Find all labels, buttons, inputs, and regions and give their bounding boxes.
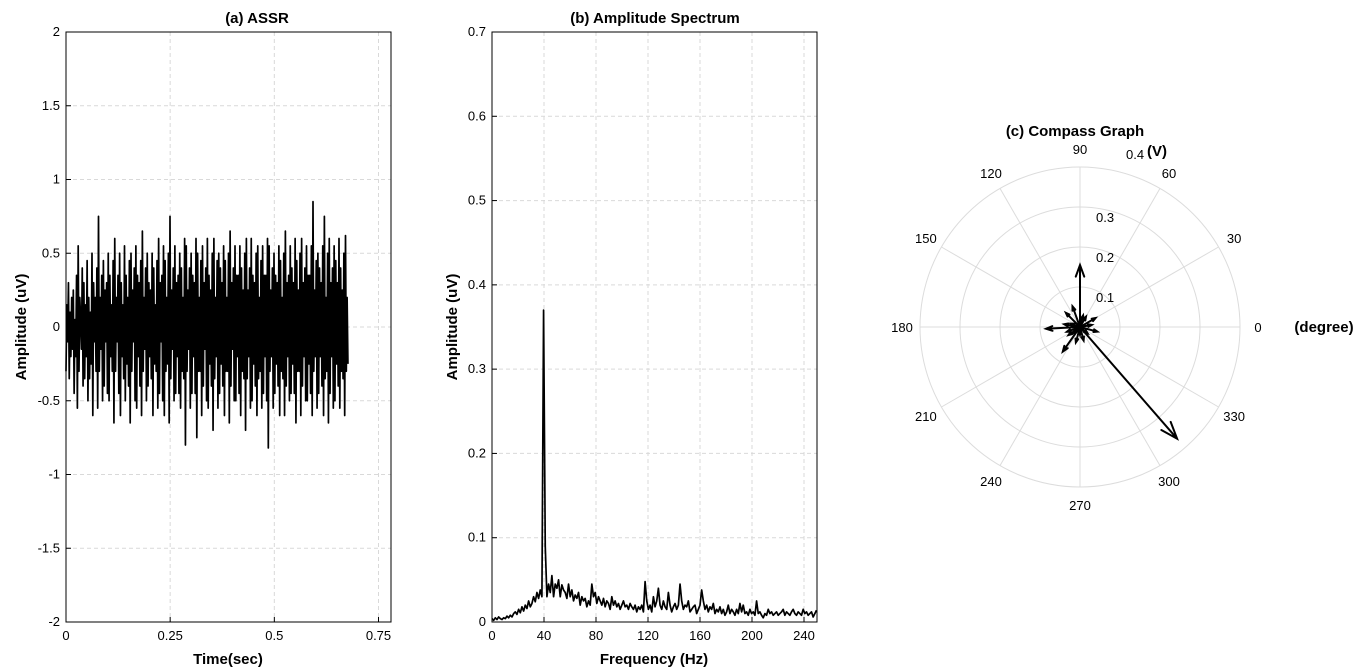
x-tick-label: 80 — [589, 628, 603, 643]
x-tick-label: 240 — [793, 628, 815, 643]
y-tick-label: 0.2 — [468, 445, 486, 460]
angle-tick-label: 240 — [980, 474, 1002, 489]
panel-a-ylabel: Amplitude (uV) — [13, 274, 30, 381]
compass-vector-arrow — [1077, 326, 1083, 338]
angle-tick-label: 90 — [1073, 142, 1087, 157]
radial-tick-label: 0.1 — [1096, 290, 1114, 305]
y-tick-label: 0 — [53, 319, 60, 334]
angle-tick-label: 300 — [1158, 474, 1180, 489]
panel-a-title: (a) ASSR — [225, 10, 289, 27]
angle-spoke — [999, 188, 1081, 328]
y-tick-label: -2 — [48, 614, 60, 629]
panel-b-xlabel: Frequency (Hz) — [600, 651, 708, 668]
panel-c-tick-labels: 0.1 0.2 0.3 0.4 0 30 60 90 120 150 180 210 240 270 300… — [891, 142, 1261, 513]
x-tick-label: 0.5 — [265, 628, 283, 643]
x-tick-label: 40 — [537, 628, 551, 643]
panel-c-title: (c) Compass Graph — [1006, 123, 1144, 140]
panel-c-compass-graph: (c) Compass Graph (V) (degree) 0.1 0.2 0.3… — [891, 123, 1353, 513]
compass-vector-arrow — [1071, 303, 1081, 328]
angle-tick-label: 180 — [891, 320, 913, 335]
panel-b-ticks: 0 40 80 120 160 200 240 0 0.1 0.2 0.3 0.4 0.5 0.6 0.7 — [468, 24, 815, 643]
angle-spoke — [941, 246, 1081, 328]
radial-tick-label: 0.3 — [1096, 210, 1114, 225]
angle-spoke — [1079, 188, 1161, 328]
y-tick-label: 1 — [53, 172, 60, 187]
y-tick-label: -1.5 — [38, 540, 60, 555]
angle-tick-label: 210 — [915, 409, 937, 424]
panel-a-signal-line — [65, 200, 349, 449]
x-tick-label: 0 — [62, 628, 69, 643]
panel-b-axes-frame — [491, 31, 818, 623]
angle-spoke — [1079, 246, 1219, 328]
angle-tick-label: 0 — [1254, 320, 1261, 335]
angle-spoke — [1079, 326, 1161, 466]
compass-vector-arrow — [1061, 322, 1081, 328]
y-tick-label: 0.6 — [468, 108, 486, 123]
y-tick-label: 0.7 — [468, 24, 486, 39]
panel-b-grid — [492, 32, 817, 622]
compass-vector-arrow — [1079, 326, 1101, 334]
x-tick-label: 0 — [488, 628, 495, 643]
y-tick-label: 0.3 — [468, 361, 486, 376]
angle-tick-label: 270 — [1069, 498, 1091, 513]
radial-tick-label: 0.4 — [1126, 147, 1144, 162]
panel-c-polar-grid — [919, 166, 1241, 488]
y-tick-label: 0.1 — [468, 530, 486, 545]
panel-b-spectrum-line — [491, 309, 818, 622]
compass-vector-arrow — [1043, 325, 1081, 332]
angle-tick-label: 60 — [1162, 166, 1176, 181]
compass-vector-arrow — [1079, 323, 1095, 328]
panel-a-assr: (a) ASSR 0 0.25 0.5 0.75 -2 -1.5 -1 -0.5 0 0.5 1 1.… — [13, 10, 392, 668]
y-tick-label: -0.5 — [38, 393, 60, 408]
x-tick-label: 120 — [637, 628, 659, 643]
panel-b-title: (b) Amplitude Spectrum — [570, 10, 739, 27]
x-tick-label: 0.25 — [158, 628, 183, 643]
angle-tick-label: 150 — [915, 231, 937, 246]
compass-vector-arrow — [1074, 262, 1086, 328]
y-tick-label: -1 — [48, 467, 60, 482]
x-tick-label: 200 — [741, 628, 763, 643]
compass-vector-arrow — [1079, 312, 1085, 328]
x-tick-label: 160 — [689, 628, 711, 643]
panel-c-angle-unit: (degree) — [1294, 319, 1353, 336]
y-tick-label: 2 — [53, 24, 60, 39]
compass-vector-arrow — [1079, 326, 1090, 336]
angle-tick-label: 120 — [980, 166, 1002, 181]
panel-b-ylabel: Amplitude (uV) — [444, 274, 461, 381]
panel-a-xlabel: Time(sec) — [193, 651, 263, 668]
panel-c-vectors — [1043, 262, 1180, 441]
compass-vector-arrow — [1063, 310, 1081, 328]
y-tick-label: 0.4 — [468, 277, 486, 292]
y-tick-label: 1.5 — [42, 98, 60, 113]
angle-spoke — [999, 326, 1081, 466]
compass-vector-arrow — [1066, 326, 1081, 337]
angle-tick-label: 30 — [1227, 231, 1241, 246]
x-tick-label: 0.75 — [366, 628, 391, 643]
y-tick-label: 0.5 — [468, 193, 486, 208]
y-tick-label: 0 — [479, 614, 486, 629]
panel-a-axes-frame — [65, 31, 392, 623]
compass-vector-arrow — [1079, 326, 1180, 441]
panel-c-radial-unit: (V) — [1147, 143, 1167, 160]
y-tick-label: 0.5 — [42, 245, 60, 260]
panel-b-amplitude-spectrum: (b) Amplitude Spectrum 0 40 80 120 160 200 240… — [444, 10, 818, 668]
angle-spoke — [1079, 326, 1219, 408]
angle-tick-label: 330 — [1223, 409, 1245, 424]
angle-spoke — [941, 326, 1081, 408]
compass-vector-arrow — [1079, 316, 1099, 328]
radial-tick-label: 0.2 — [1096, 250, 1114, 265]
